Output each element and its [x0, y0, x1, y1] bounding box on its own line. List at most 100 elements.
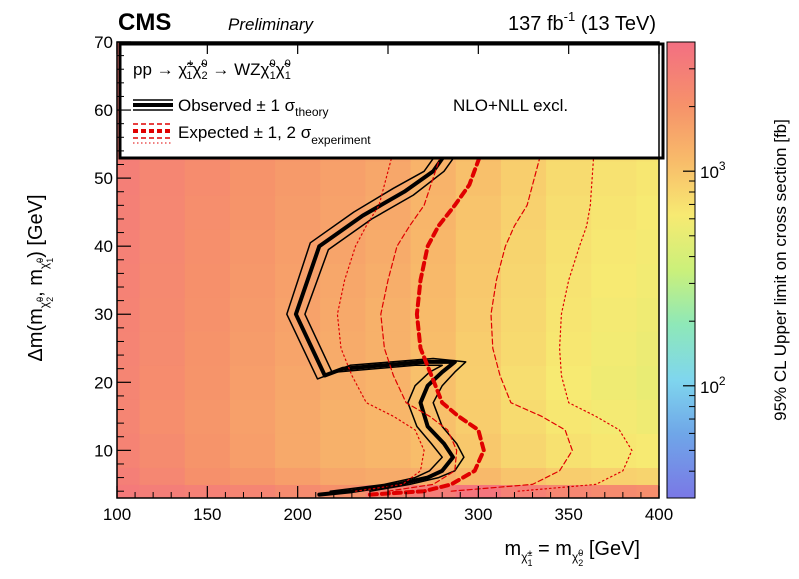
- heatmap-cell: [591, 467, 638, 485]
- heatmap-cell: [229, 195, 276, 230]
- heatmap-cell: [139, 399, 186, 434]
- z-tick-label: 103: [700, 159, 726, 182]
- heatmap-cell: [500, 297, 547, 332]
- y-tick-label: 70: [94, 33, 113, 52]
- heatmap-cell: [500, 467, 547, 485]
- heatmap-cell: [320, 399, 367, 434]
- z-axis-title: 95% CL Upper limit on cross section [fb]: [771, 119, 790, 421]
- heatmap-cell: [184, 399, 231, 434]
- x-axis-title: mχ̃± 1 = mχ̃0 2 [GeV]: [505, 538, 640, 568]
- heatmap-cell: [591, 297, 638, 332]
- colorbar-axis: 102 103: [683, 41, 726, 499]
- heatmap-cell: [455, 229, 502, 264]
- y-tick-label: 40: [94, 237, 113, 256]
- heatmap-cell: [184, 263, 231, 298]
- heatmap-cell: [320, 433, 367, 468]
- heatmap-cell: [546, 297, 592, 332]
- heatmap-cell: [636, 365, 659, 400]
- heatmap-cell: [455, 263, 502, 298]
- heatmap-cell: [636, 399, 659, 434]
- heatmap-cell: [117, 399, 141, 434]
- heatmap-cell: [320, 331, 367, 366]
- heatmap-cell: [320, 161, 367, 196]
- y-tick-label: 60: [94, 101, 113, 120]
- heatmap-cell: [500, 365, 547, 400]
- heatmap-cell: [636, 161, 659, 196]
- contour-expected-band: [380, 150, 458, 492]
- y-axis-title: Δm(mχ̃02, mχ̃01) [GeV]: [25, 194, 55, 361]
- heatmap-cell: [184, 365, 231, 400]
- heatmap-cell: [184, 433, 231, 468]
- heatmap-cell: [591, 365, 638, 400]
- legend: pp → χ̃± 1χ̃0 2 → WZχ̃0 1χ̃0 1 Observed ± 1 …: [118, 42, 665, 160]
- heatmap-cell: [275, 467, 321, 485]
- y-tick-label: 50: [94, 169, 113, 188]
- colorbar: [666, 41, 696, 499]
- heatmap-cell: [455, 467, 502, 485]
- heatmap-cell: [546, 195, 592, 230]
- heatmap-cell: [500, 433, 547, 468]
- heatmap-cell: [117, 263, 141, 298]
- heatmap-cell: [636, 331, 659, 366]
- heatmap-cell: [139, 433, 186, 468]
- legend-process: pp → χ̃± 1χ̃0 2 → WZχ̃0 1χ̃0 1: [133, 58, 291, 82]
- contour-expected-band: [517, 150, 633, 492]
- heatmap-cell: [229, 229, 276, 264]
- heatmap-cell: [229, 263, 276, 298]
- heatmap-cell: [275, 161, 321, 196]
- legend-observed-swatch: [133, 99, 173, 111]
- contour-expected-band: [336, 150, 425, 492]
- heatmap-cell: [365, 297, 412, 332]
- heatmap-cell: [591, 399, 638, 434]
- y-tick-label: 20: [94, 373, 113, 392]
- heatmap-cell: [139, 229, 186, 264]
- heatmap-cell: [591, 161, 638, 196]
- heatmap-cell: [320, 263, 367, 298]
- heatmap-cell: [591, 484, 638, 498]
- contour-expected: [367, 148, 486, 497]
- legend-expected-swatch: [133, 123, 173, 144]
- heatmap-cell: [546, 263, 592, 298]
- heatmap-cell: [546, 467, 592, 485]
- heatmap-cell: [546, 365, 592, 400]
- luminosity-label: 137 fb-1 (13 TeV): [508, 9, 656, 35]
- preliminary-label: Preliminary: [228, 15, 315, 34]
- heatmap-cell: [500, 229, 547, 264]
- heatmap-cell: [229, 433, 276, 468]
- heatmap-cell: [365, 365, 412, 400]
- heatmap-cell: [591, 195, 638, 230]
- legend-box: [118, 42, 665, 160]
- heatmap-cell: [139, 331, 186, 366]
- x-tick-label: 350: [554, 505, 582, 524]
- x-tick-label: 200: [283, 505, 311, 524]
- heatmap-cell: [139, 161, 186, 196]
- z-tick-label: 102: [700, 374, 726, 397]
- heatmap-cell: [591, 263, 638, 298]
- heatmap-cell: [229, 484, 276, 498]
- heatmap-cell: [320, 467, 367, 485]
- heatmap-cell: [320, 195, 367, 230]
- heatmap-cell: [139, 484, 186, 498]
- contour-observed: [293, 148, 457, 497]
- heatmap-cell: [546, 161, 592, 196]
- heatmap-cell: [184, 467, 231, 485]
- x-tick-label: 150: [193, 505, 221, 524]
- heatmap-cell: [139, 195, 186, 230]
- y-tick-label: 10: [94, 441, 113, 460]
- heatmap-cell: [455, 331, 502, 366]
- heatmap-cell: [184, 161, 231, 196]
- heatmap-cell: [591, 433, 638, 468]
- heatmap-cell: [320, 229, 367, 264]
- heatmap-cell: [546, 433, 592, 468]
- heatmap-cell: [275, 433, 321, 468]
- x-tick-label: 300: [464, 505, 492, 524]
- heatmap-cell: [229, 331, 276, 366]
- cms-label: CMS: [118, 9, 171, 36]
- legend-observed-label: Observed ± 1 σtheory: [178, 96, 329, 119]
- heatmap-cell: [500, 399, 547, 434]
- heatmap-cell: [365, 399, 412, 434]
- heatmap-cell: [636, 433, 659, 468]
- heatmap-cell: [229, 467, 276, 485]
- legend-xsec-note: NLO+NLL excl.: [453, 96, 568, 115]
- heatmap-cell: [455, 161, 502, 196]
